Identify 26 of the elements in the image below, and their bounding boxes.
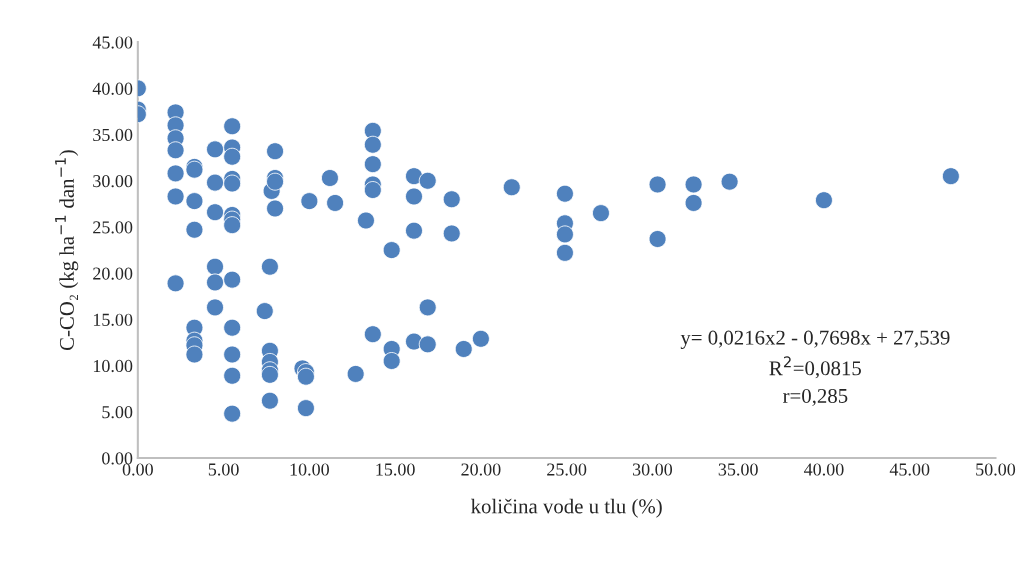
annotation: R$^{2}$=0,0815: [769, 356, 861, 379]
y-tick-label: 45.00: [92, 36, 133, 49]
y-tick-label: 10.00: [93, 359, 133, 373]
x-tick-label: 20.00: [461, 463, 501, 476]
y-tick-label: 30.00: [93, 175, 133, 188]
y-tick-label: 0.00: [102, 452, 133, 465]
x-tick-label: 40.00: [803, 463, 844, 476]
x-tick-label: 45.00: [889, 463, 930, 476]
y-axis-title: C-CO₂ (kg ha$^{−1}$ dan$^{−1}$): [55, 150, 79, 351]
annotation: y= 0,0216x2 - 0,7698x + 27,539: [680, 330, 950, 349]
x-tick-label: 10.00: [290, 463, 329, 476]
y-tick-label: 40.00: [92, 82, 133, 95]
x-tick-label: 30.00: [632, 463, 673, 476]
x-tick-label: 35.00: [718, 463, 758, 476]
y-tick-label: 15.00: [93, 313, 133, 326]
x-tick-label: 5.00: [208, 463, 239, 476]
x-tick-label: 50.00: [976, 463, 1016, 476]
y-tick-label: 5.00: [102, 406, 133, 419]
annotation: r=0,285: [783, 388, 848, 406]
y-tick-label: 20.00: [93, 267, 133, 280]
y-tick-label: 35.00: [93, 128, 133, 142]
y-tick-label: 25.00: [93, 221, 133, 234]
x-tick-label: 15.00: [376, 463, 415, 476]
x-axis-title: količina vode u tlu (%): [471, 498, 662, 518]
x-tick-label: 25.00: [547, 463, 587, 476]
x-tick-label: 0.00: [122, 463, 153, 476]
